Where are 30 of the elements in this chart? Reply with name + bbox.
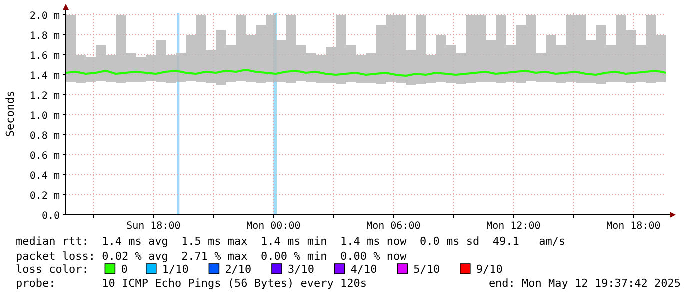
x-tick-label: Mon 18:00 (606, 221, 661, 232)
legend-title: loss color: (16, 263, 89, 276)
y-tick-label: 0.8 m (30, 131, 60, 142)
y-tick-label: 0.2 m (30, 191, 60, 202)
legend-label: 9/10 (476, 263, 503, 276)
y-tick-label: 1.4 m (30, 71, 60, 82)
y-axis-title: Seconds (4, 90, 17, 138)
x-tick-label: Sun 18:00 (126, 221, 181, 232)
legend-label: 5/10 (414, 263, 440, 276)
y-tick-label: 1.6 m (30, 51, 60, 62)
y-tick-label: 1.2 m (30, 91, 60, 102)
y-tick-label: 0.4 m (30, 171, 60, 182)
y-tick-label: 0.0 (42, 211, 60, 222)
x-tick-label: Mon 12:00 (486, 221, 541, 232)
text: probe: 10 ICMP Echo Pings (56 Bytes) every 120s (16, 277, 367, 290)
legend-label: 2/10 (225, 263, 252, 276)
legend-label: 3/10 (288, 263, 314, 276)
x-tick-label: Mon 00:00 (246, 221, 301, 232)
text: packet loss: 0.02 % avg 2.71 % max 0.00 % min 0.00 % now (16, 250, 408, 263)
text: median rtt: 1.4 ms avg 1.5 ms max 1.4 ms min 1.4 ms now 0.0 ms sd 49.1 am/s (16, 235, 566, 248)
legend-label: 4/10 (350, 263, 378, 276)
y-tick-label: 0.6 m (30, 151, 60, 162)
x-tick-label: Mon 06:00 (366, 221, 421, 232)
legend-label: 0 (121, 263, 128, 276)
y-tick-label: 2.0 m (30, 11, 60, 22)
line-series (65, 69, 667, 77)
y-tick-label: 1.0 m (30, 111, 60, 122)
y-tick-label: 1.8 m (30, 31, 60, 42)
text: end: Mon May 12 19:37:42 2025 (488, 277, 681, 290)
legend-label: 1/10 (162, 263, 189, 276)
